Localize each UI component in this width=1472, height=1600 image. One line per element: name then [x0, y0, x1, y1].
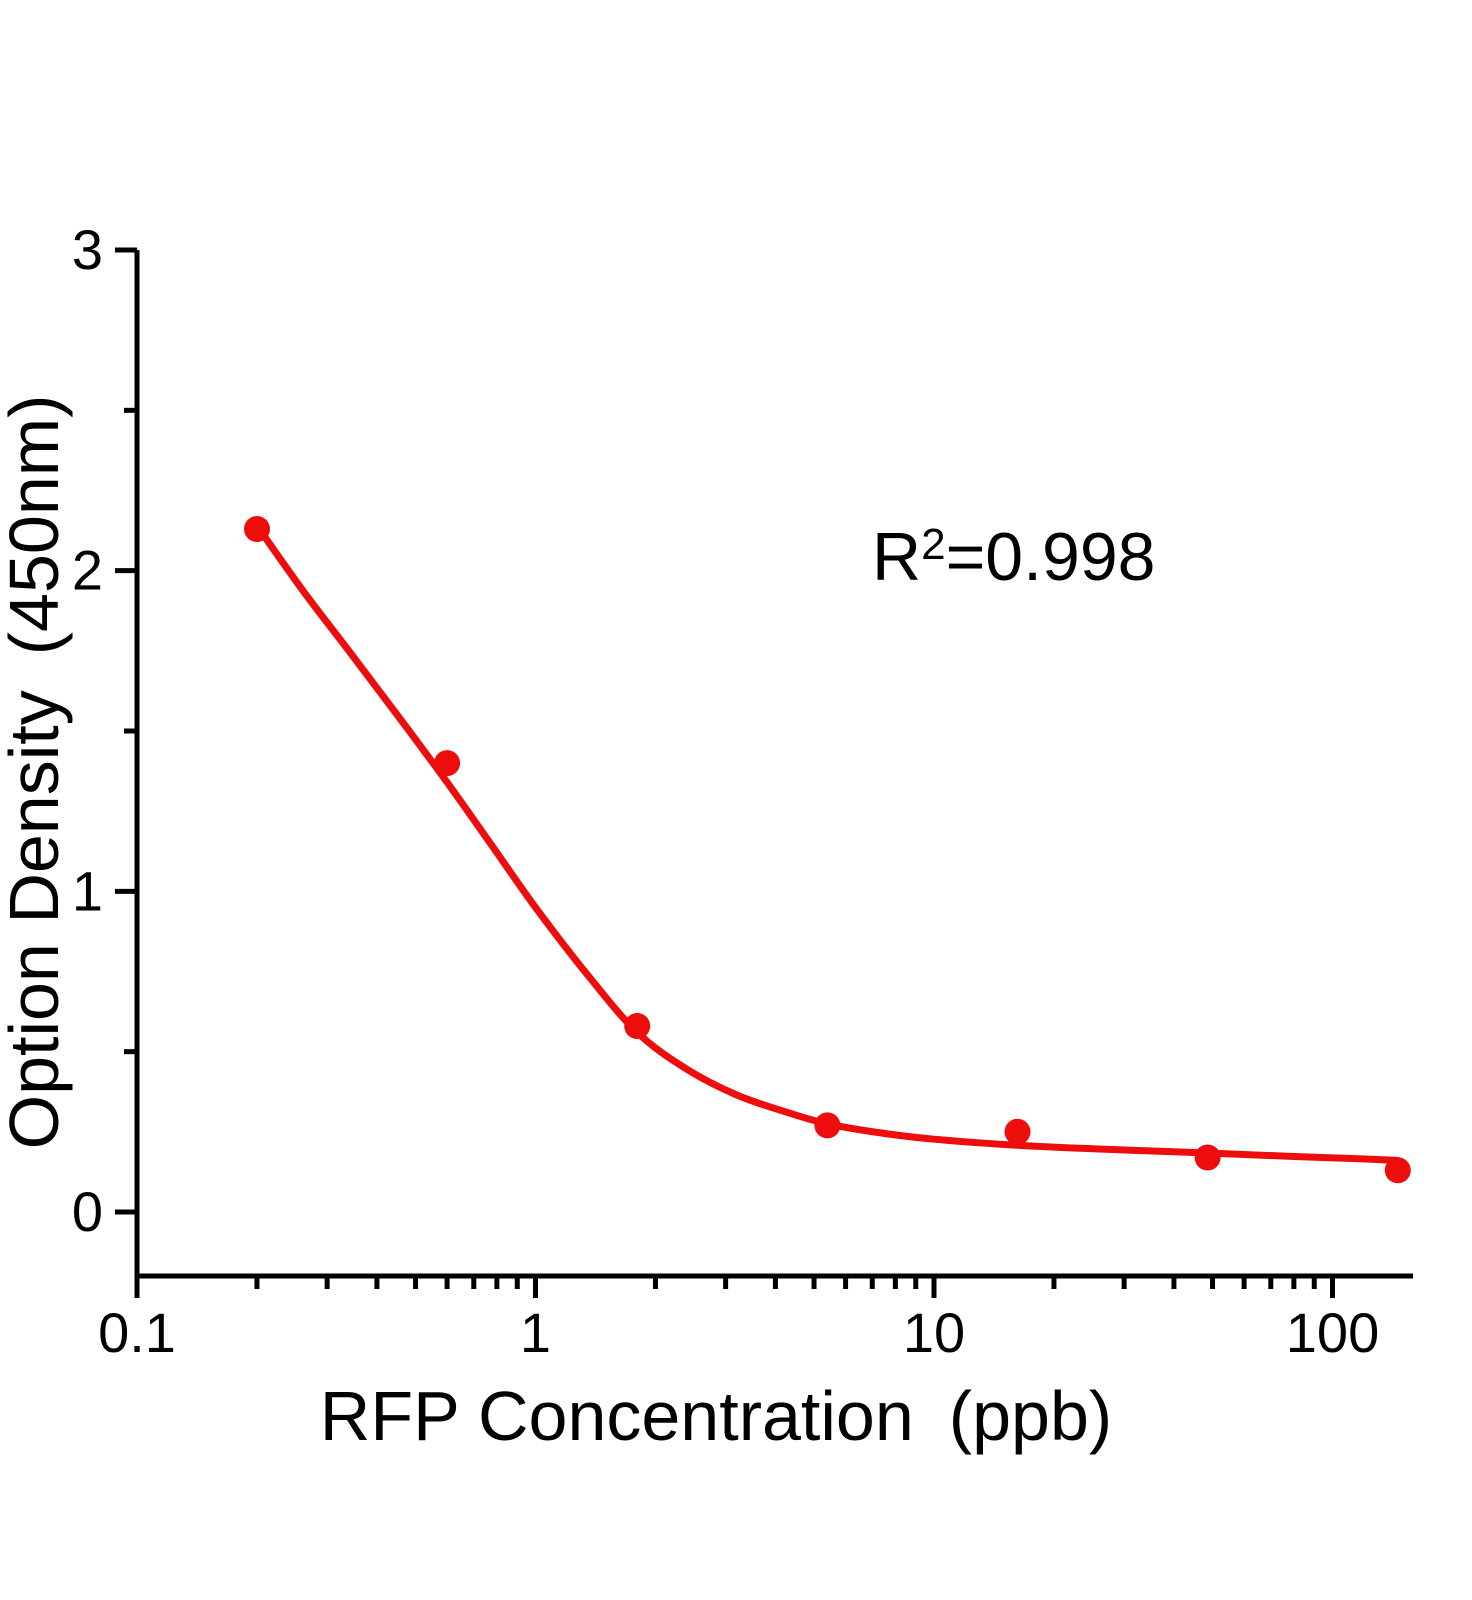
axis-ticks — [115, 247, 1335, 1298]
data-point — [624, 1013, 651, 1039]
y-tick-label: 2 — [72, 539, 103, 602]
y-tick-label: 1 — [72, 859, 103, 922]
annotation-rest: =0.998 — [945, 519, 1156, 595]
annotation-base: R — [872, 519, 922, 595]
x-tick-label: 0.1 — [98, 1301, 176, 1364]
data-point — [1194, 1144, 1221, 1171]
x-tick-label: 10 — [903, 1301, 965, 1364]
fit-curve — [253, 522, 1402, 1164]
annotation-exponent: 2 — [921, 519, 946, 569]
x-tick-label: 1 — [520, 1301, 551, 1364]
r-squared-annotation: R2=0.998 — [872, 520, 1155, 595]
data-point — [814, 1112, 841, 1139]
x-axis-title: RFP Concentration (ppb) — [320, 1377, 1112, 1455]
x-tick-label: 100 — [1286, 1301, 1379, 1364]
data-point — [434, 750, 461, 777]
axis-lines — [134, 250, 1413, 1279]
data-point — [1004, 1118, 1031, 1145]
data-point — [1384, 1157, 1411, 1184]
tick-labels: 0.1 1 10 100 0 1 2 3 — [72, 218, 1379, 1364]
data-point — [244, 516, 270, 542]
y-axis-title: Option Density (450nm) — [0, 395, 73, 1150]
data-points-layer — [244, 516, 1411, 1184]
axes — [134, 250, 1413, 1279]
y-tick-label: 3 — [72, 218, 103, 281]
fit-curve-layer — [253, 522, 1402, 1164]
y-tick-label: 0 — [72, 1180, 103, 1243]
